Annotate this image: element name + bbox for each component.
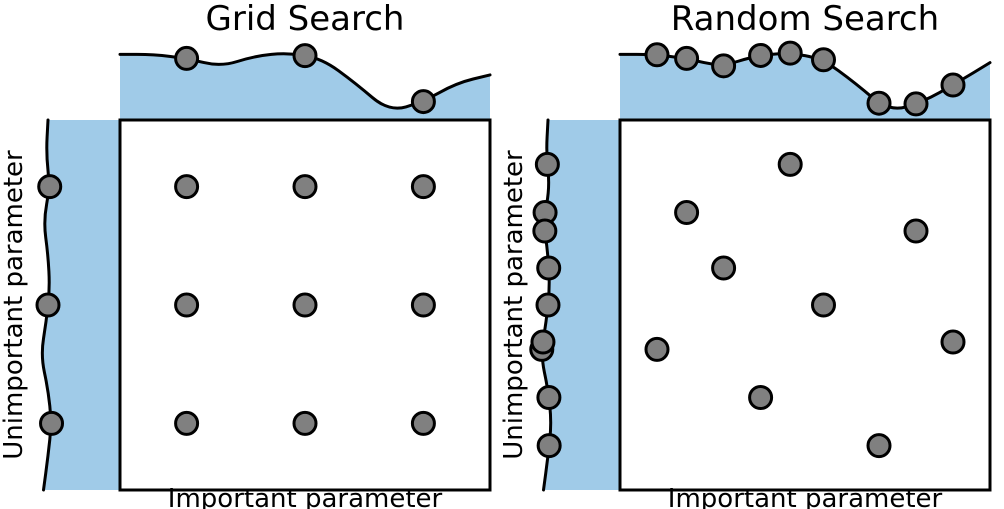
right-point bbox=[750, 387, 772, 409]
left-point bbox=[176, 176, 198, 198]
right-point bbox=[942, 331, 964, 353]
right-top-marker bbox=[750, 44, 772, 66]
right-point bbox=[905, 220, 927, 242]
right-x-axis-label: Important parameter bbox=[668, 484, 943, 509]
right-top-marker bbox=[905, 93, 927, 115]
right-left-marker bbox=[538, 387, 560, 409]
right-point bbox=[813, 294, 835, 316]
left-point bbox=[294, 294, 316, 316]
right-plot-box bbox=[620, 120, 990, 490]
right-top-marker bbox=[868, 92, 890, 114]
left-point bbox=[294, 412, 316, 434]
left-point bbox=[412, 176, 434, 198]
right-left-marker bbox=[536, 153, 558, 175]
left-y-axis-label: Unimportant parameter bbox=[0, 150, 29, 460]
right-top-marker bbox=[779, 42, 801, 64]
left-point bbox=[176, 294, 198, 316]
right-left-marker bbox=[537, 294, 559, 316]
right-left-marker bbox=[538, 257, 560, 279]
left-top-marker bbox=[412, 91, 434, 113]
left-point bbox=[412, 294, 434, 316]
right-point bbox=[676, 202, 698, 224]
right-point bbox=[646, 338, 668, 360]
right-left-marker bbox=[534, 220, 556, 242]
right-title: Random Search bbox=[671, 0, 939, 39]
right-top-marker bbox=[713, 55, 735, 77]
right-top-marker bbox=[813, 49, 835, 71]
left-point bbox=[412, 412, 434, 434]
right-left-marker bbox=[538, 435, 560, 457]
right-top-marker bbox=[942, 74, 964, 96]
right-y-axis-label: Unimportant parameter bbox=[499, 150, 529, 460]
left-left-marker bbox=[41, 412, 63, 434]
left-top-marker bbox=[176, 47, 198, 69]
left-point bbox=[176, 412, 198, 434]
right-top-marker bbox=[676, 47, 698, 69]
left-left-marker bbox=[37, 294, 59, 316]
right-point bbox=[713, 257, 735, 279]
left-point bbox=[294, 176, 316, 198]
right-left-marker bbox=[532, 331, 554, 353]
right-point bbox=[779, 153, 801, 175]
right-top-marker bbox=[646, 44, 668, 66]
left-x-axis-label: Important parameter bbox=[168, 484, 443, 509]
left-top-marker bbox=[294, 45, 316, 67]
right-point bbox=[868, 435, 890, 457]
left-left-marker bbox=[39, 176, 61, 198]
left-title: Grid Search bbox=[206, 0, 405, 39]
